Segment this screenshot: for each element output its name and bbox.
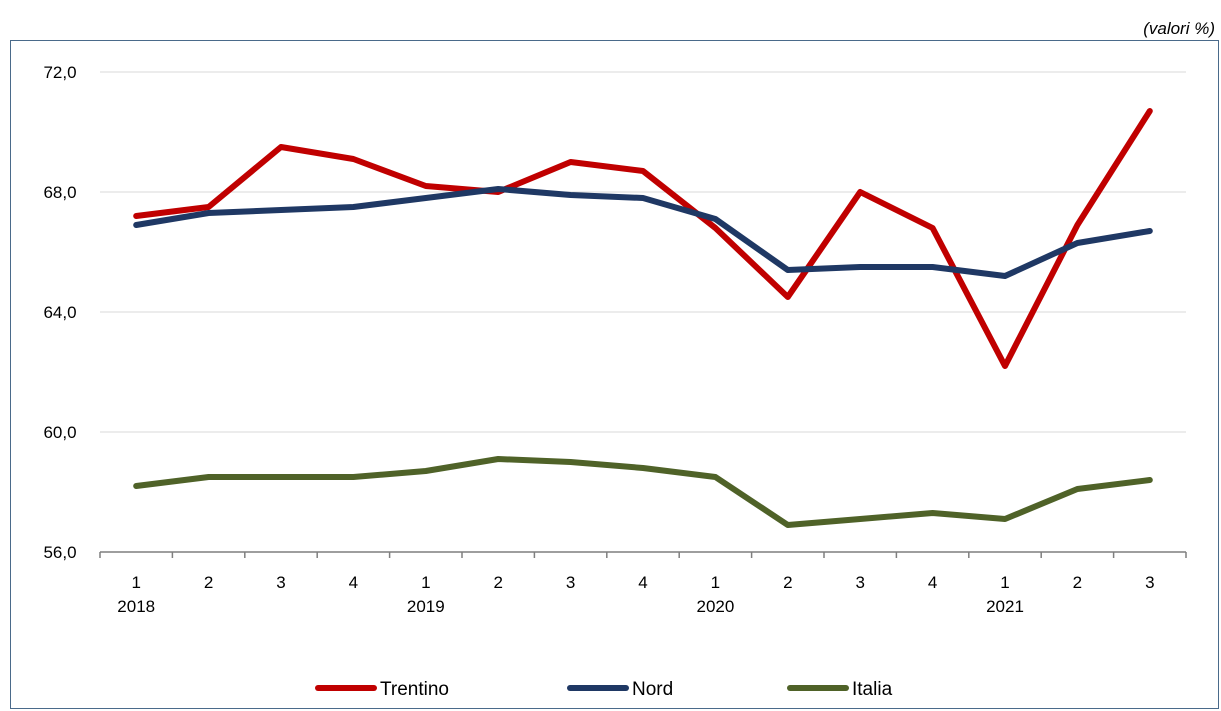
x-tick-label: 3 [855, 573, 864, 592]
y-tick-label: 64,0 [43, 303, 76, 322]
legend-label-italia: Italia [852, 679, 893, 700]
x-tick-label: 2 [204, 573, 213, 592]
x-tick-label: 2 [1073, 573, 1082, 592]
year-label: 2019 [407, 597, 445, 616]
chart-frame [10, 40, 1219, 709]
legend-label-trentino: Trentino [380, 679, 449, 700]
y-tick-label: 60,0 [43, 423, 76, 442]
x-tick-label: 1 [711, 573, 720, 592]
x-tick-label: 3 [566, 573, 575, 592]
series-line-trentino [133, 108, 1153, 369]
x-tick-label: 1 [421, 573, 430, 592]
x-tick-label: 1 [1000, 573, 1009, 592]
y-tick-label: 56,0 [43, 543, 76, 562]
series-line-nord [133, 186, 1153, 279]
x-tick-label: 2 [783, 573, 792, 592]
x-tick-label: 4 [928, 573, 937, 592]
y-tick-label: 72,0 [43, 63, 76, 82]
year-label: 2020 [696, 597, 734, 616]
x-tick-label: 4 [638, 573, 647, 592]
x-tick-label: 2 [493, 573, 502, 592]
series-line-italia [133, 456, 1153, 528]
year-label: 2021 [986, 597, 1024, 616]
unit-note: (valori %) [1143, 19, 1215, 38]
year-label: 2018 [117, 597, 155, 616]
x-tick-label: 1 [131, 573, 140, 592]
legend-label-nord: Nord [632, 679, 673, 700]
y-tick-label: 68,0 [43, 183, 76, 202]
x-tick-label: 3 [276, 573, 285, 592]
x-tick-label: 3 [1145, 573, 1154, 592]
x-tick-label: 4 [349, 573, 358, 592]
